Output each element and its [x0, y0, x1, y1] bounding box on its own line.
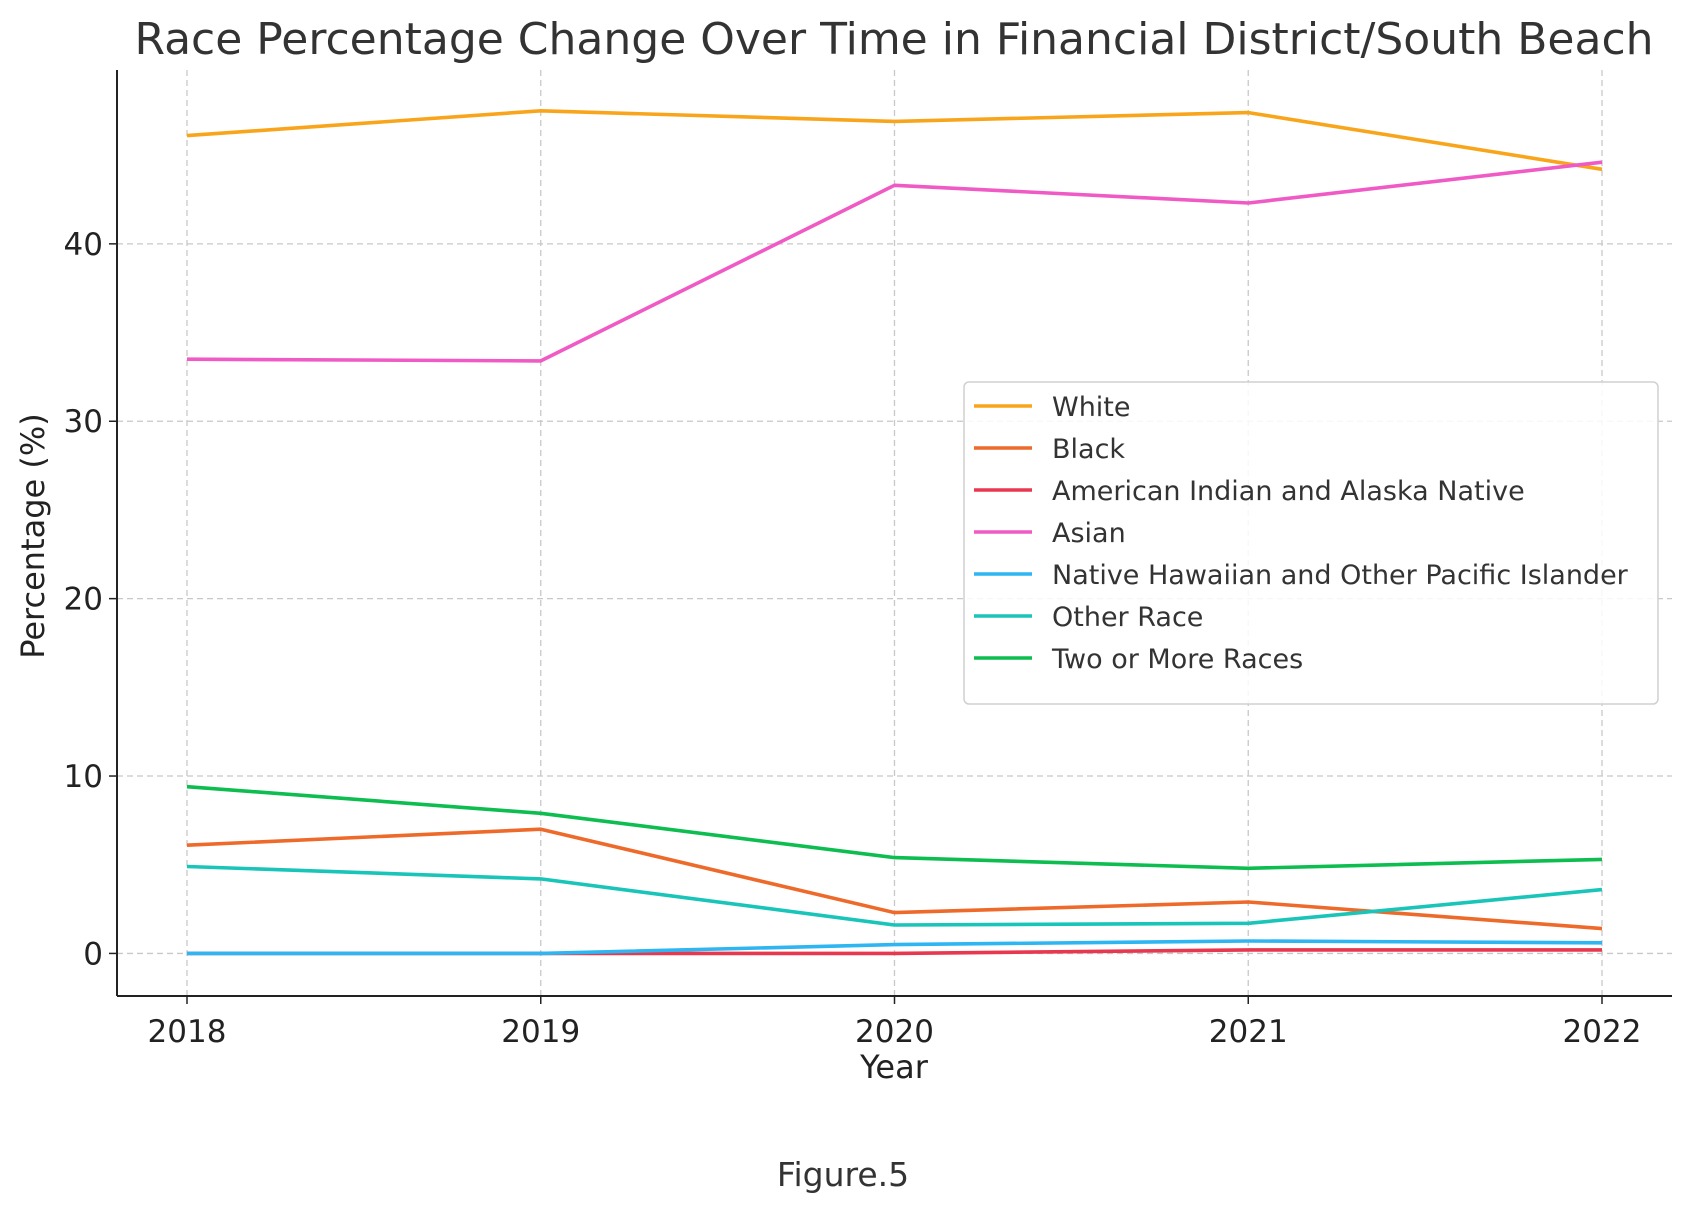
y-tick-label: 30	[64, 404, 103, 440]
legend-label: Two or More Races	[1051, 644, 1303, 675]
series-line-asian	[186, 160, 1603, 363]
series-line-white	[186, 109, 1603, 172]
legend-label: American Indian and Alaska Native	[1052, 476, 1525, 507]
x-tick-label: 2021	[1209, 1014, 1288, 1050]
y-tick-label: 0	[83, 936, 103, 972]
x-tick-label: 2019	[501, 1014, 580, 1050]
legend-label: Black	[1052, 434, 1125, 465]
legend-label: Other Race	[1052, 602, 1203, 633]
y-axis-label: Percentage (%)	[14, 413, 52, 659]
y-tick-label: 10	[64, 759, 103, 795]
y-tick-label: 40	[64, 227, 103, 263]
tick-labels: 2018 2019 2020 2021 2022 0 10 20 30 40	[64, 227, 1642, 1050]
legend: White Black American Indian and Alaska Nat…	[963, 381, 1659, 705]
x-tick-label: 2018	[148, 1014, 227, 1050]
series-line-other-race	[186, 864, 1603, 927]
y-tick-label: 20	[64, 582, 103, 618]
legend-box	[963, 381, 1659, 705]
legend-label: Native Hawaiian and Other Pacific Island…	[1052, 560, 1629, 591]
x-tick-label: 2020	[855, 1014, 934, 1050]
series-line-two-or-more-races	[186, 784, 1603, 871]
x-axis-label: Year	[859, 1048, 929, 1086]
figure-caption: Figure.5	[776, 1155, 910, 1194]
x-tick-label: 2022	[1563, 1014, 1642, 1050]
chart-title: Race Percentage Change Over Time in Fina…	[134, 14, 1653, 65]
series-line-native-hawaiian-and-other-pacific-islander	[187, 939, 1603, 956]
legend-label: White	[1052, 392, 1131, 423]
legend-label: Asian	[1052, 518, 1126, 549]
series-lines	[186, 109, 1603, 956]
